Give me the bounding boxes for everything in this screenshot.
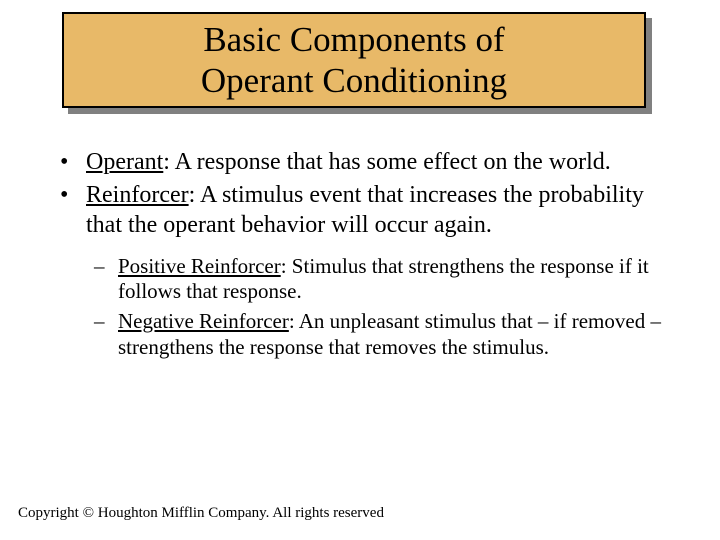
term: Negative Reinforcer <box>118 309 289 333</box>
slide-title: Basic Components of Operant Conditioning <box>201 19 507 102</box>
list-item: Positive Reinforcer: Stimulus that stren… <box>90 254 670 305</box>
bullet-list-level-2: Positive Reinforcer: Stimulus that stren… <box>90 254 670 360</box>
term: Reinforcer <box>86 182 189 208</box>
list-item: Reinforcer: A stimulus event that increa… <box>50 181 670 240</box>
list-item: Negative Reinforcer: An unpleasant stimu… <box>90 309 670 360</box>
title-line-2: Operant Conditioning <box>201 61 507 100</box>
copyright-notice: Copyright © Houghton Mifflin Company. Al… <box>18 505 384 522</box>
slide-content: Operant: A response that has some effect… <box>50 148 670 364</box>
list-item: Operant: A response that has some effect… <box>50 148 670 177</box>
term: Operant <box>86 149 163 175</box>
title-line-1: Basic Components of <box>203 20 504 59</box>
title-box: Basic Components of Operant Conditioning <box>62 12 646 108</box>
term: Positive Reinforcer <box>118 254 281 278</box>
bullet-list-level-1: Operant: A response that has some effect… <box>50 148 670 240</box>
definition: : A response that has some effect on the… <box>163 149 610 175</box>
